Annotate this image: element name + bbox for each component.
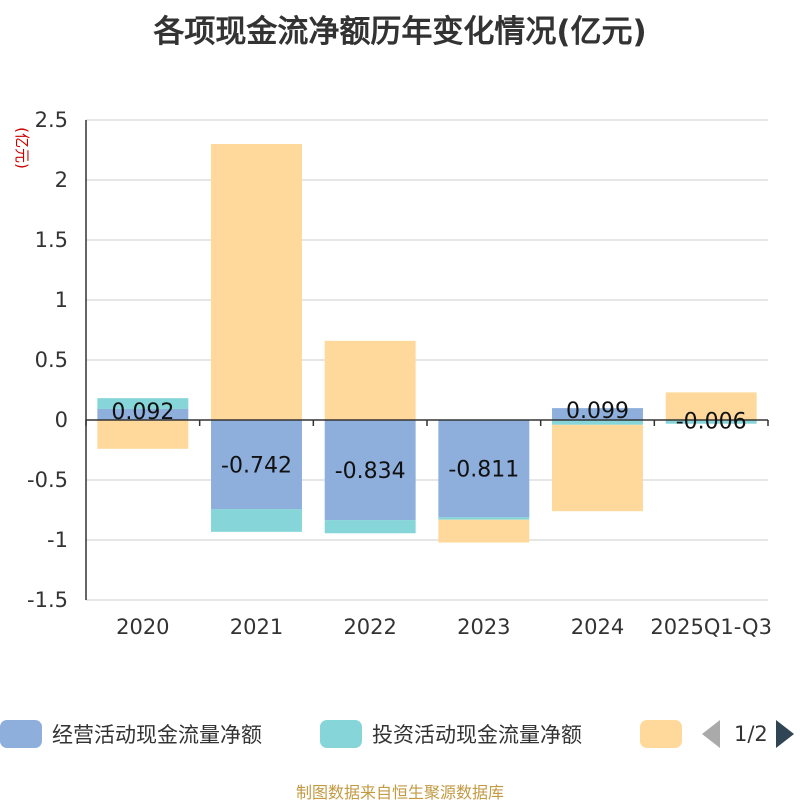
y-tick-label: 0.5: [35, 348, 68, 372]
x-tick-label: 2020: [116, 615, 169, 639]
data-label: -0.006: [676, 409, 747, 434]
bars-layer: [97, 144, 757, 543]
legend-label-investing: 投资活动现金流量净额: [372, 723, 582, 747]
source-note: 制图数据来自恒生聚源数据库: [295, 783, 504, 802]
labels-layer: 0.092 -0.742 -0.834 -0.811 0.099 -0.006: [111, 399, 746, 484]
y-tick-label: 2.5: [35, 108, 68, 132]
legend: 经营活动现金流量净额 投资活动现金流量净额 1/2: [0, 716, 800, 756]
legend-item-operating[interactable]: 经营活动现金流量净额: [0, 716, 262, 752]
y-tick-label: -1.5: [27, 588, 68, 612]
data-label: 0.092: [111, 400, 174, 425]
y-axis-label: (亿元): [13, 127, 31, 169]
chart-title: 各项现金流净额历年变化情况(亿元): [153, 14, 647, 50]
bar-financing[interactable]: [97, 420, 189, 449]
bar-operating[interactable]: [324, 420, 416, 521]
bar-financing[interactable]: [552, 424, 643, 512]
data-label: -0.811: [448, 458, 519, 483]
y-tick-label: 1: [55, 288, 68, 312]
bar-investing[interactable]: [211, 509, 302, 532]
bar-operating[interactable]: [552, 408, 643, 420]
bar-operating[interactable]: [97, 408, 189, 420]
x-tick-label: 2022: [343, 615, 396, 639]
legend-label-operating: 经营活动现金流量净额: [52, 723, 262, 747]
data-label: 0.099: [566, 399, 629, 424]
bar-operating[interactable]: [211, 420, 302, 510]
legend-swatch-financing: [640, 720, 682, 748]
y-tick-label: -1: [47, 528, 68, 552]
x-tick-label: 2024: [571, 615, 624, 639]
x-tick-label: 2025Q1-Q3: [650, 615, 772, 639]
data-label: -0.742: [221, 454, 292, 479]
x-tick-label: 2021: [230, 615, 283, 639]
pager-page-indicator: 1/2: [734, 722, 768, 746]
bar-financing[interactable]: [211, 144, 302, 420]
bar-financing[interactable]: [438, 519, 530, 543]
legend-swatch-operating: [0, 720, 42, 748]
x-tick-label: 2023: [457, 615, 510, 639]
legend-item-financing[interactable]: [640, 716, 692, 752]
legend-swatch-investing: [320, 720, 362, 748]
legend-pager: 1/2: [702, 716, 794, 752]
bar-investing[interactable]: [438, 517, 530, 520]
pager-prev-icon[interactable]: [702, 720, 720, 748]
bar-financing[interactable]: [324, 340, 416, 420]
y-tick-label: 0: [55, 408, 68, 432]
bar-financing[interactable]: [665, 392, 757, 420]
y-tick-label: 1.5: [35, 228, 68, 252]
bar-investing[interactable]: [97, 398, 189, 409]
axes-layer: -1.5 -1 -0.5 0 0.5 1 1.5 2 2.5(亿元) 2020 2021 2022 20…: [13, 108, 772, 639]
data-label: -0.834: [335, 459, 406, 484]
bar-investing[interactable]: [552, 420, 643, 425]
y-tick-label: 2: [55, 168, 68, 192]
bar-investing[interactable]: [665, 420, 757, 424]
grid-layer: [86, 119, 768, 601]
bar-operating[interactable]: [438, 420, 530, 518]
legend-item-investing[interactable]: 投资活动现金流量净额: [320, 716, 582, 752]
bar-investing[interactable]: [324, 520, 416, 534]
pager-next-icon[interactable]: [775, 720, 794, 748]
y-tick-label: -0.5: [27, 468, 68, 492]
